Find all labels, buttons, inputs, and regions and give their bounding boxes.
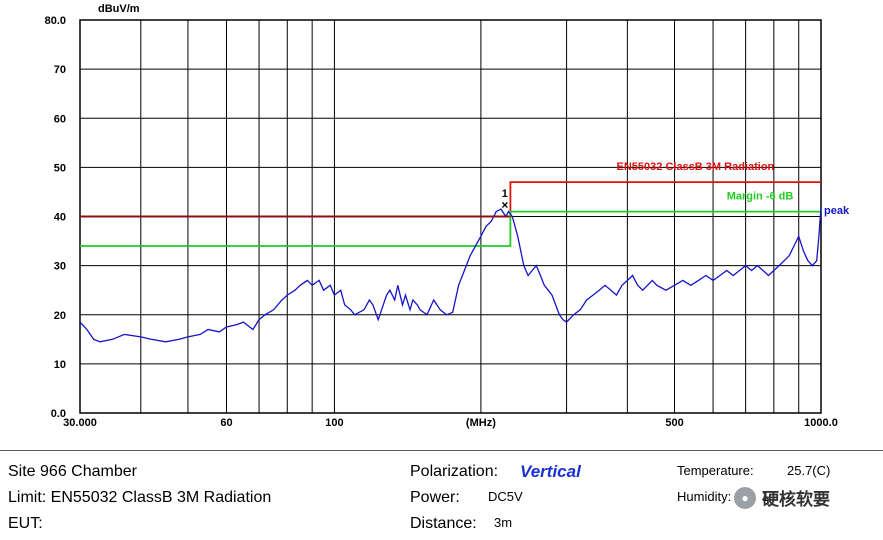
watermark-text: 硬核软要 xyxy=(762,490,830,510)
annotation-label: peak xyxy=(824,205,850,217)
polarization-value: Vertical xyxy=(520,462,581,481)
temperature-value: 25.7(C) xyxy=(787,463,831,478)
distance-label: Distance: xyxy=(410,515,477,532)
site-text: Site 966 Chamber xyxy=(8,463,137,480)
x-tick-label: 100 xyxy=(325,417,343,429)
series-line-1 xyxy=(80,210,821,247)
x-tick-label: 30.000 xyxy=(63,417,97,429)
series-layer xyxy=(79,181,822,343)
y-tick-label: 10 xyxy=(54,359,66,371)
humidity-label: Humidity: xyxy=(677,489,732,504)
distance-value: 3m xyxy=(494,515,513,530)
emission-chart: 0.0 10 20 30 40 50 60 70 80.0 30.000 60 100 500 1000.… xyxy=(45,3,850,429)
annotation-label: Margin -6 dB xyxy=(727,190,794,202)
y-tick-label: 20 xyxy=(54,310,66,322)
y-tick-label: 30 xyxy=(54,261,66,273)
y-axis-label: dBuV/m xyxy=(98,3,140,15)
annotation-label: EN55032 ClassB 3M Radiation xyxy=(617,161,775,173)
annotations: EN55032 ClassB 3M Radiation Margin -6 dB p… xyxy=(501,161,850,217)
power-label: Power: xyxy=(410,489,460,506)
tick-labels: 0.0 10 20 30 40 50 60 70 80.0 30.000 60 100 500 1000.… xyxy=(45,15,838,429)
limit-text: Limit: EN55032 ClassB 3M Radiation xyxy=(8,489,272,506)
x-tick-label: 500 xyxy=(665,417,683,429)
y-tick-label: 60 xyxy=(54,113,66,125)
y-tick-label: 70 xyxy=(54,64,66,76)
x-axis-unit-label: (MHz) xyxy=(466,417,496,429)
annotation-label: 1 xyxy=(502,188,508,200)
wechat-icon: ● xyxy=(734,486,756,509)
y-tick-label: 0.0 xyxy=(51,408,66,420)
eut-label: EUT: xyxy=(8,515,43,532)
y-tick-label: 40 xyxy=(54,212,66,224)
x-tick-label: 60 xyxy=(220,417,232,429)
temperature-label: Temperature: xyxy=(677,463,754,478)
polarization-label: Polarization: xyxy=(410,463,499,480)
watermark: ● 硬核软要 xyxy=(734,485,830,510)
y-tick-label: 50 xyxy=(54,162,66,174)
separator-line xyxy=(0,450,883,451)
y-tick-label: 80.0 xyxy=(45,15,66,27)
x-tick-label: 1000.0 xyxy=(804,417,838,429)
annotation-label: × xyxy=(501,198,508,212)
humidity-value: 1 xyxy=(762,489,770,504)
power-value: DC5V xyxy=(488,489,523,504)
